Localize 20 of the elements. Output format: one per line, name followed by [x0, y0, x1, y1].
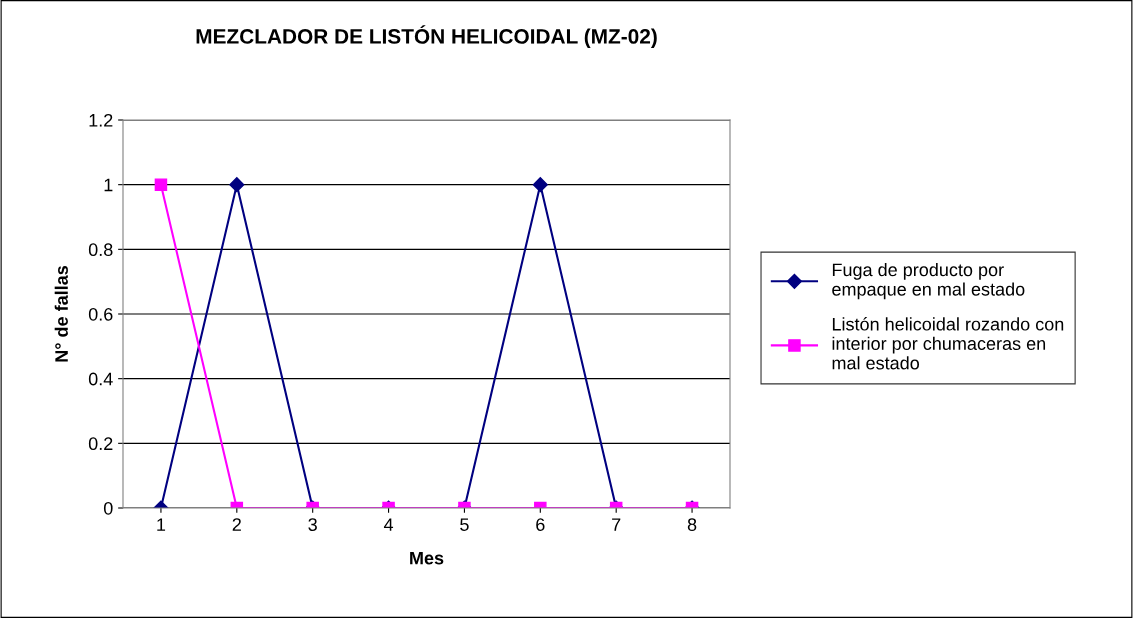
chart-title: MEZCLADOR DE LISTÓN HELICOIDAL (MZ-02): [196, 25, 657, 48]
y-tick-label: 0.8: [88, 243, 113, 257]
y-tick-label: 0.6: [88, 307, 113, 321]
x-tick-label: 1: [157, 518, 166, 531]
legend-label: Fuga de producto por empaque en mal estado: [832, 262, 1025, 300]
x-tick-label: 7: [612, 518, 621, 531]
y-tick-label: 0.4: [88, 372, 113, 386]
x-tick-label: 6: [536, 518, 545, 531]
y-tick-label: 1: [104, 178, 113, 192]
x-tick-label: 8: [687, 518, 697, 531]
x-tick-label: 4: [383, 518, 394, 531]
y-tick-label: 1.2: [89, 113, 113, 127]
x-axis-title: Mes: [410, 551, 444, 565]
y-tick-label: 0.2: [88, 437, 113, 451]
legend-label: Listón helicoidal rozando con interior por chumaceras en mal estado: [832, 317, 1064, 370]
x-tick-label: 5: [460, 518, 469, 531]
x-tick-label: 2: [232, 518, 241, 531]
y-tick-label: 0: [103, 501, 113, 515]
x-tick-label: 3: [308, 518, 317, 531]
y-axis-title: N° de fallas: [54, 265, 68, 362]
